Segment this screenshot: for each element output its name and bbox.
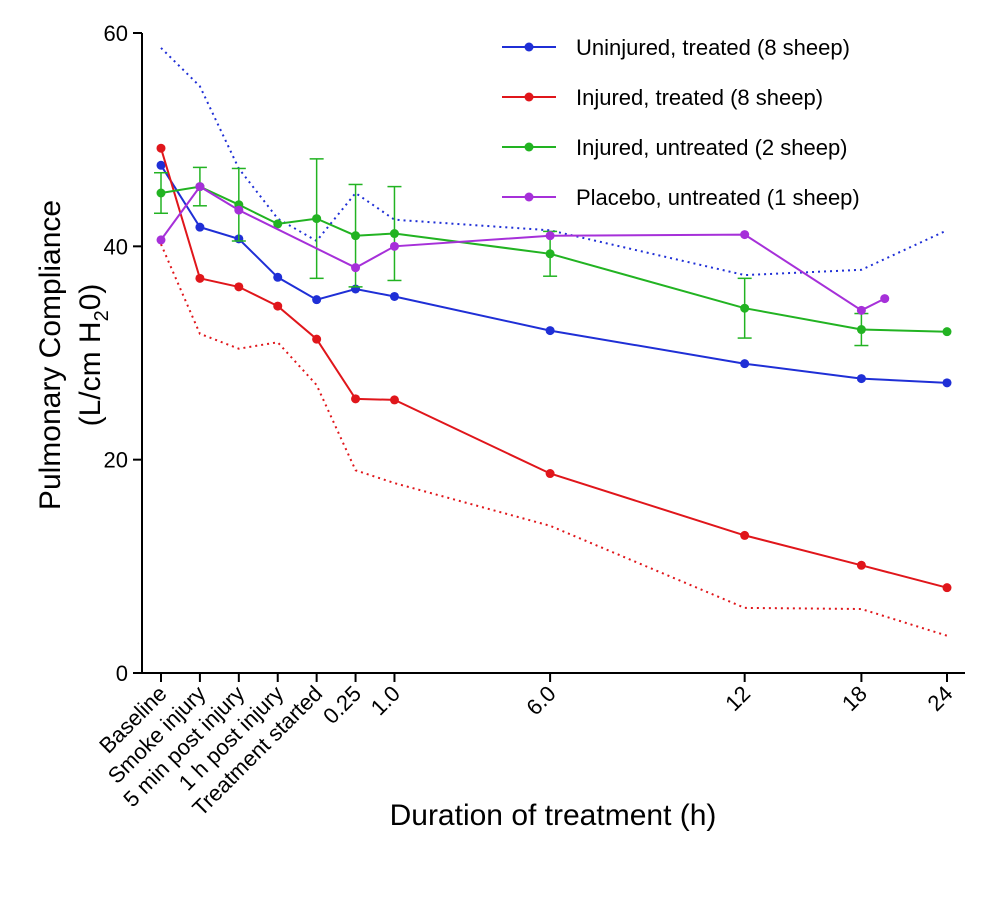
y-axis-title-line2: (L/cm H20) <box>74 284 113 427</box>
x-axis-title: Duration of treatment (h) <box>390 799 717 832</box>
y-axis-title: Pulmonary Compliance (L/cm H20) <box>34 200 113 510</box>
series-point-3 <box>273 219 283 229</box>
x-tick-label: 1.0 <box>366 681 405 720</box>
y-tick-label: 60 <box>104 21 128 46</box>
legend-marker <box>524 192 534 202</box>
band-line <box>160 243 948 637</box>
series-point-3 <box>312 214 322 224</box>
series-point-2 <box>740 530 750 540</box>
series-point-1 <box>156 160 166 170</box>
y-tick-label: 20 <box>104 448 128 473</box>
legend-marker <box>524 92 534 102</box>
y-axis-title-subscript: 2 <box>91 310 113 321</box>
series-point-4 <box>856 305 866 315</box>
series-point-2 <box>351 394 361 404</box>
series-point-2 <box>273 301 283 311</box>
series-point-2 <box>942 583 952 593</box>
series-point-3 <box>856 325 866 335</box>
band-line <box>160 47 948 277</box>
x-tick-label: 6.0 <box>521 681 560 720</box>
y-axis-title-line1: Pulmonary Compliance <box>34 200 67 510</box>
series-point-2 <box>545 469 555 479</box>
series-point-4 <box>545 231 555 241</box>
series-point-3 <box>942 327 952 337</box>
legend: Uninjured, treated (8 sheep) Injured, tre… <box>502 35 860 210</box>
legend-marker <box>524 142 534 152</box>
series-point-4 <box>351 263 361 273</box>
y-axis-title-part-1: (L/cm H <box>74 321 107 426</box>
series-point-4 <box>389 241 399 251</box>
y-axis-title-part-3: 0) <box>74 284 107 311</box>
x-tick-label: 12 <box>720 681 755 716</box>
series-point-1 <box>312 295 322 305</box>
y-tick-label: 0 <box>116 661 128 686</box>
series-point-1 <box>545 326 555 336</box>
series-point-1 <box>195 222 205 232</box>
x-tick-label: 18 <box>837 681 872 716</box>
series-point-4 <box>234 205 244 215</box>
series-point-2 <box>156 143 166 153</box>
series-point-3 <box>351 231 361 241</box>
x-tick-label: 0.25 <box>318 681 366 729</box>
series-point-1 <box>942 378 952 388</box>
series-point-4 <box>740 230 750 240</box>
series-point-3 <box>389 229 399 239</box>
legend-label: Injured, treated (8 sheep) <box>576 85 823 110</box>
series-point-2 <box>195 273 205 283</box>
y-tick-label: 40 <box>104 234 128 259</box>
series-point-3 <box>740 303 750 313</box>
legend-label: Injured, untreated (2 sheep) <box>576 135 848 160</box>
x-tick-label: 24 <box>923 681 958 716</box>
series-point-2 <box>856 560 866 570</box>
series-point-1 <box>856 374 866 384</box>
legend-marker <box>524 42 534 52</box>
series-point-4 <box>195 182 205 192</box>
series-point-4 <box>156 235 166 245</box>
series-point-2 <box>234 282 244 292</box>
legend-label: Uninjured, treated (8 sheep) <box>576 35 850 60</box>
series-point-3 <box>156 188 166 198</box>
series-line-2 <box>160 147 948 589</box>
legend-label: Placebo, untreated (1 sheep) <box>576 185 860 210</box>
series-point-2 <box>312 334 322 344</box>
series-point-1 <box>740 359 750 369</box>
series-point-1 <box>389 291 399 301</box>
series-point-2 <box>389 395 399 405</box>
series-point-3 <box>545 249 555 259</box>
series-point-1 <box>273 272 283 282</box>
series-point-4 <box>880 294 890 304</box>
